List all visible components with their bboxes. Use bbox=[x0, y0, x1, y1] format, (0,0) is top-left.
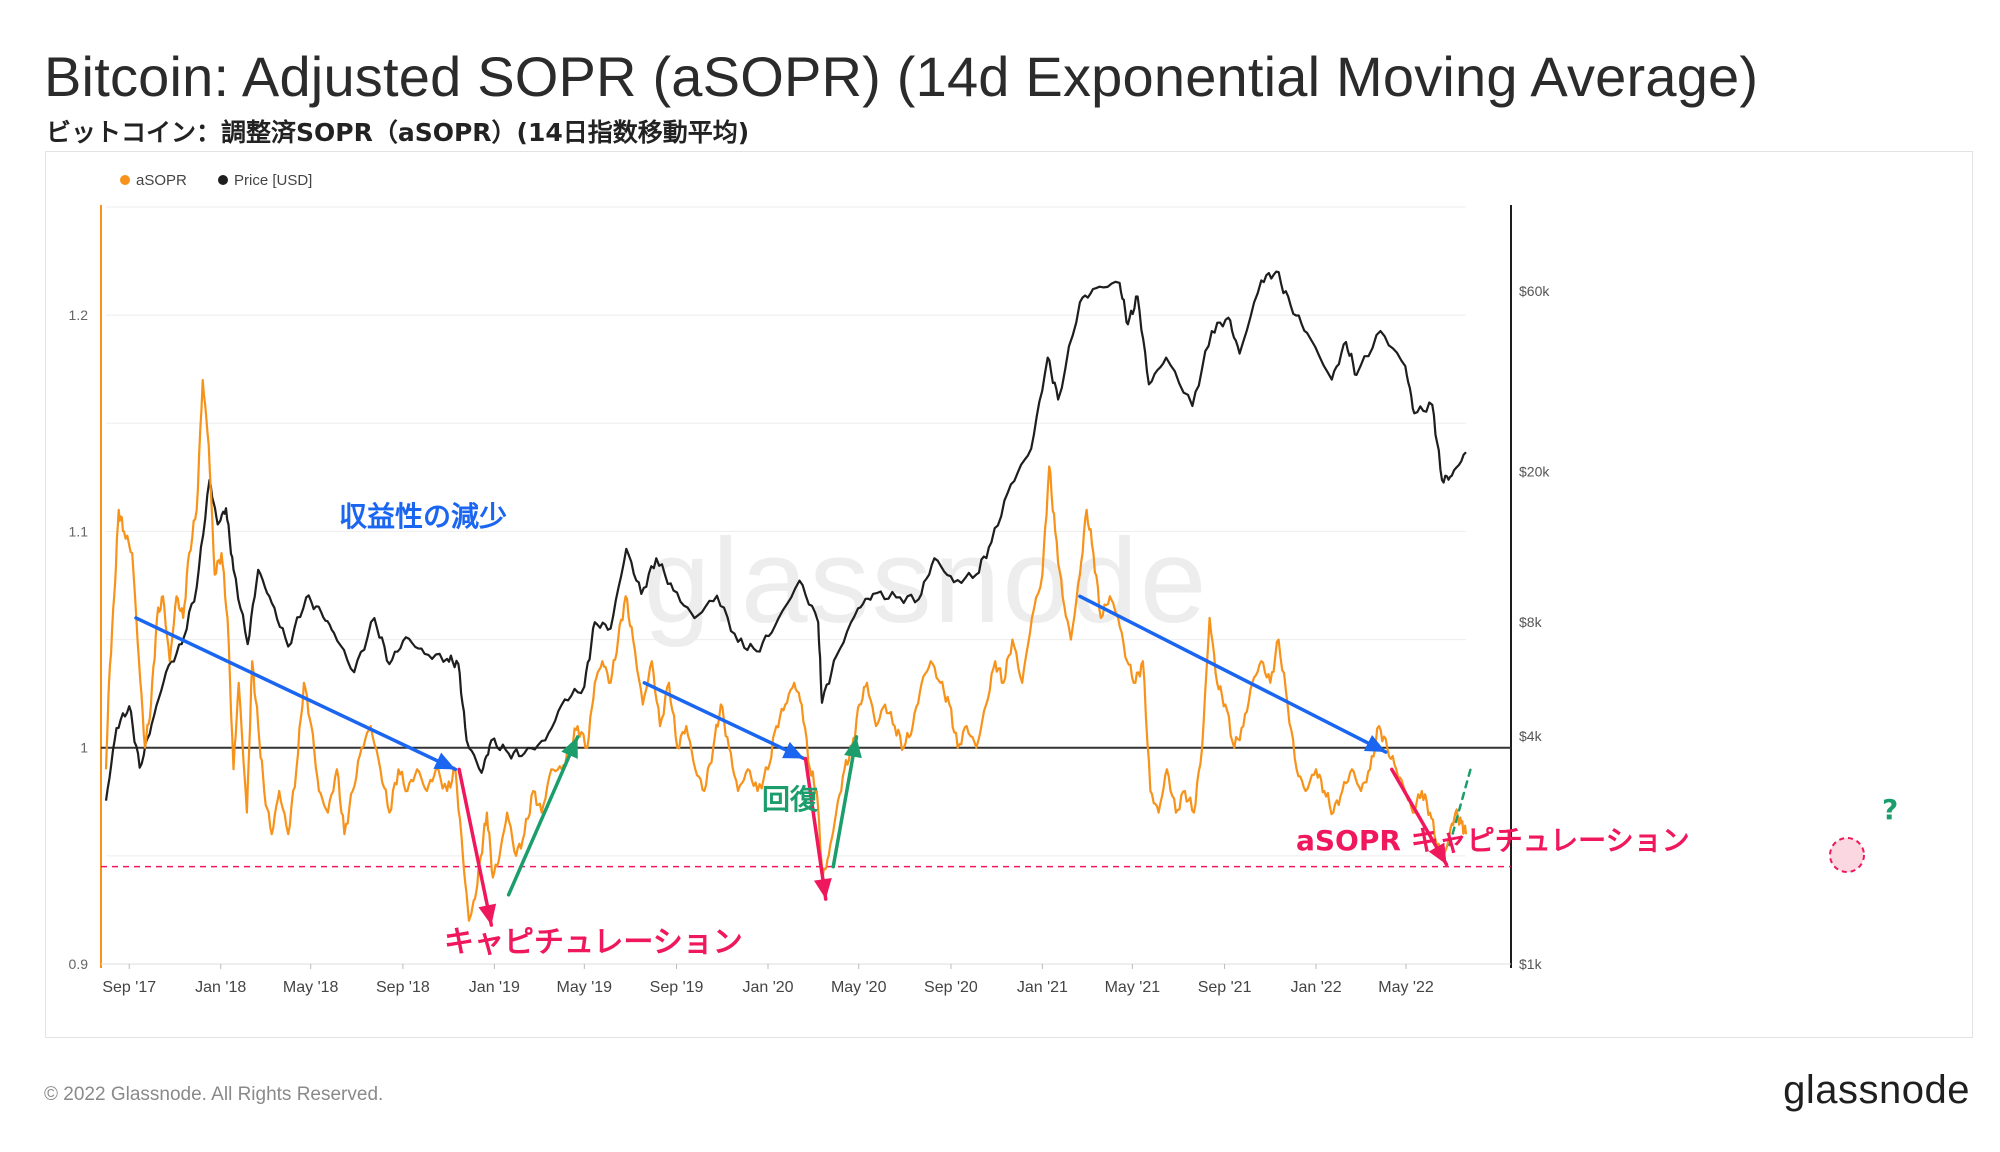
legend-dot-asopr bbox=[120, 175, 130, 185]
right-axis-tick-label: $8k bbox=[1519, 614, 1543, 630]
x-axis-tick-label: Jan '18 bbox=[195, 979, 246, 996]
series-lines bbox=[104, 270, 1468, 922]
copyright-text: © 2022 Glassnode. All Rights Reserved. bbox=[44, 1084, 384, 1105]
chart-subtitle-japanese: ビットコイン：調整済SOPR（aSOPR）(14日指数移動平均) bbox=[46, 118, 750, 147]
x-axis-tick-label: Jan '22 bbox=[1291, 979, 1342, 996]
x-axis-tick-label: Jan '20 bbox=[742, 979, 793, 996]
left-axis-tick-label: 1.2 bbox=[69, 307, 89, 323]
legend-label-price: Price [USD] bbox=[234, 172, 312, 189]
series-line-asopr[interactable] bbox=[104, 378, 1468, 922]
legend-label-asopr: aSOPR bbox=[136, 172, 187, 189]
left-axis-tick-label: 0.9 bbox=[69, 956, 89, 972]
x-axis-tick-label: May '18 bbox=[283, 979, 339, 996]
x-axis-tick-label: Sep '19 bbox=[650, 979, 704, 996]
right-axis-tick-label: $4k bbox=[1519, 728, 1543, 744]
asopr-price-chart: glassnode 0.911.11.2$1k$4k$8k$20k$60kSep… bbox=[69, 172, 1899, 996]
annotation-arrows bbox=[134, 594, 1472, 927]
right-axis-tick-label: $60k bbox=[1519, 283, 1550, 299]
annotation-arrow-decline bbox=[134, 616, 458, 772]
x-axis-tick-label: May '20 bbox=[831, 979, 887, 996]
annotation-arrowhead-recovery bbox=[561, 736, 578, 759]
annotation-arrowhead-decline bbox=[433, 752, 456, 770]
right-axis-tick-label: $1k bbox=[1519, 956, 1543, 972]
annotation-capitulation: キャピチュレーション bbox=[444, 925, 743, 960]
annotation-arrow-decline bbox=[642, 681, 806, 761]
x-axis-tick-label: Sep '18 bbox=[376, 979, 430, 996]
left-axis-tick-label: 1 bbox=[80, 740, 88, 756]
annotation-arrow-decline bbox=[1078, 594, 1388, 754]
annotation-arrowhead-capitulation bbox=[1428, 842, 1447, 865]
annotation-arrow-capitulation bbox=[803, 756, 828, 901]
left-axis-tick-label: 1.1 bbox=[69, 523, 89, 539]
annotation-recovery: 回復 bbox=[762, 783, 819, 816]
series-line-price[interactable] bbox=[104, 270, 1467, 801]
x-axis-tick-label: Sep '20 bbox=[924, 979, 978, 996]
right-axis-tick-label: $20k bbox=[1519, 464, 1550, 480]
annotation-asopr-capitulation: aSOPR キャピチュレーション bbox=[1296, 824, 1690, 857]
annotation-profitability-decline: 収益性の減少 bbox=[339, 500, 507, 533]
x-axis-tick-label: May '21 bbox=[1105, 979, 1161, 996]
x-axis-tick-label: May '19 bbox=[557, 979, 613, 996]
annotation-arrow-recovery-projected bbox=[1448, 768, 1472, 847]
x-axis-tick-label: Sep '17 bbox=[102, 979, 156, 996]
annotation-question-mark: ? bbox=[1882, 793, 1898, 826]
annotation-arrow-recovery bbox=[506, 735, 580, 897]
annotation-arrowhead-decline bbox=[1363, 734, 1386, 753]
annotation-arrow-capitulation bbox=[457, 767, 494, 927]
annotation-arrowhead-capitulation bbox=[813, 878, 832, 900]
annotation-arrowhead-decline bbox=[782, 741, 804, 759]
x-axis-tick-label: Jan '19 bbox=[469, 979, 520, 996]
legend-item-asopr[interactable]: aSOPR bbox=[120, 172, 187, 189]
reference-lines bbox=[101, 746, 1511, 868]
axes: 0.9 1 1.1 1.2 $1k $4k $8k $20k $60k Sep '17 Jan '1… bbox=[69, 205, 1550, 996]
chart-panel: glassnode 0.9 1 1.1 1.2 $1k $4k $8k $20k $60k Sep… bbox=[45, 151, 1973, 1038]
capitulation-highlight-circle bbox=[1829, 837, 1865, 873]
legend-item-price[interactable]: Price [USD] bbox=[218, 172, 312, 189]
x-axis-tick-label: Jan '21 bbox=[1017, 979, 1068, 996]
annotation-arrow-recovery bbox=[831, 735, 859, 869]
legend-dot-price bbox=[218, 175, 228, 185]
x-axis-tick-label: May '22 bbox=[1378, 979, 1434, 996]
x-axis-tick-label: Sep '21 bbox=[1198, 979, 1252, 996]
legend: aSOPR Price [USD] bbox=[120, 172, 312, 189]
glassnode-logo: glassnode bbox=[1783, 1068, 1970, 1112]
annotation-arrowhead-recovery bbox=[844, 736, 862, 759]
chart-title: Bitcoin: Adjusted SOPR (aSOPR) (14d Expo… bbox=[44, 45, 1759, 108]
annotation-arrowhead-capitulation bbox=[478, 903, 497, 926]
